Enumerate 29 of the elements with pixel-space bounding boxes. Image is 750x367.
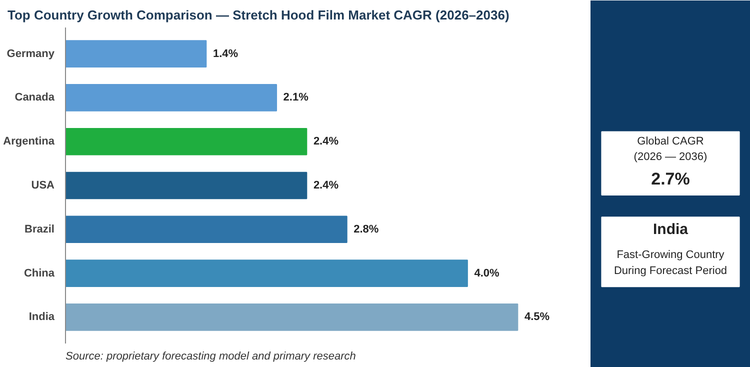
text: 2.7% <box>651 170 690 189</box>
text: Fast-Growing Country <box>616 249 725 262</box>
bar <box>66 40 207 68</box>
data-label: 4.0% <box>474 267 500 280</box>
y-tick-label: USA <box>31 180 55 192</box>
text: (2026 — 2036) <box>634 151 708 164</box>
bar <box>66 84 278 112</box>
data-label: 2.8% <box>354 223 379 236</box>
data-label: 2.4% <box>313 136 339 148</box>
y-tick-label: Brazil <box>24 223 55 236</box>
data-label: 2.1% <box>283 92 309 104</box>
bar <box>66 216 348 244</box>
text: Global CAGR <box>637 135 704 148</box>
bar <box>66 172 308 200</box>
y-tick-label: Germany <box>6 48 56 60</box>
source-note: Source: proprietary forecasting model and primary research <box>66 350 356 362</box>
data-label: 1.4% <box>212 48 238 60</box>
y-tick-label: India <box>28 311 56 324</box>
data-label: 2.4% <box>313 180 339 192</box>
bar <box>66 304 518 331</box>
text: India <box>653 221 689 238</box>
data-label: 4.5% <box>524 311 550 324</box>
bar <box>66 128 308 156</box>
chart-title: Top Country Growth Comparison — Stretch Hood Film Market CAGR (2026–2036) <box>8 8 510 22</box>
y-tick-label: Canada <box>14 92 56 104</box>
bar <box>66 260 468 287</box>
y-tick-label: Argentina <box>3 136 56 148</box>
text: During Forecast Period <box>614 264 728 277</box>
y-tick-label: China <box>24 267 56 280</box>
